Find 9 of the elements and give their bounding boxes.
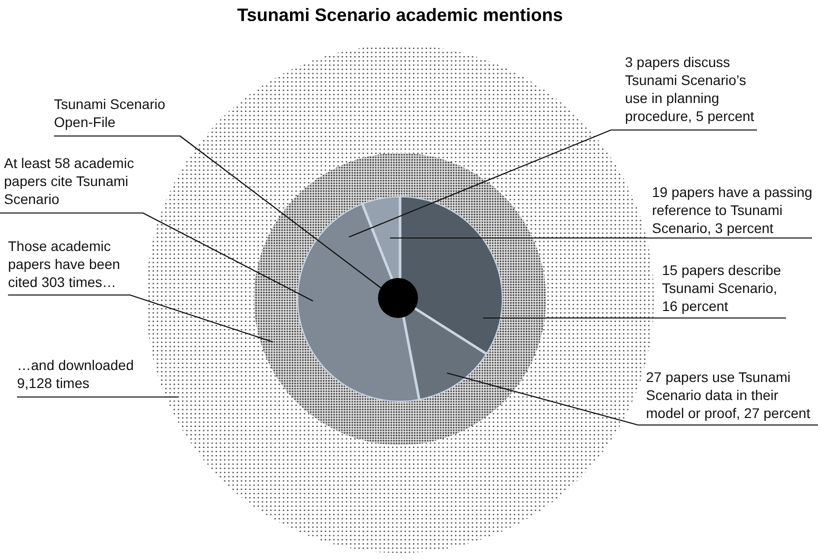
text: …and downloaded 9,128 times [17,357,134,391]
text: Tsunami Scenario Open-File [54,96,166,130]
text: 15 papers describe Tsunami Scenario, 16 percent [662,262,782,314]
text: 19 papers have a passing reference to Tsunami Scenario, 3 percent [652,184,812,236]
chart-title: Tsunami Scenario academic mentions [237,5,563,25]
text: At least 58 academic papers cite Tsunami Scenario [4,155,134,207]
text: 27 papers use Tsunami Scenario data in their model or proof, 27 percent [646,369,810,421]
text: Those academic papers have been cited 303 times… [8,238,120,290]
text: 3 papers discuss Tsunami Scenario’s use in planning procedure, 5 percent [625,54,754,124]
